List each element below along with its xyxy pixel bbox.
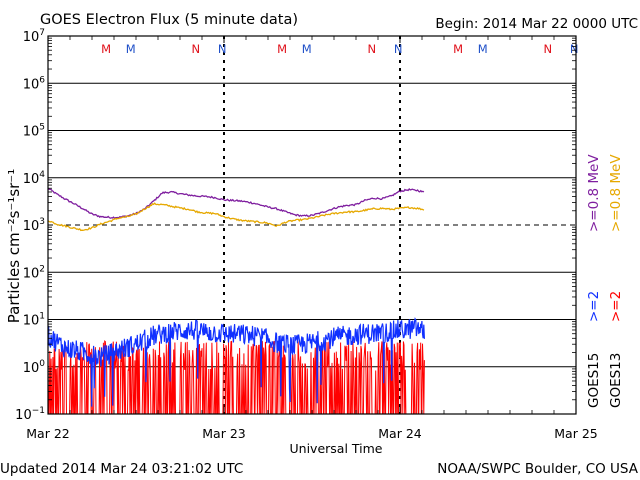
y-tick-label: 107 [23, 28, 45, 45]
chart-title: GOES Electron Flux (5 minute data) [40, 12, 298, 28]
series-line [47, 202, 425, 232]
y-tick-label: 100 [23, 359, 46, 376]
legend: >=0.8 MeV >=0.8 MeV >=2 >=2 GOES15 GOES13 [586, 154, 624, 408]
y-axis-label: Particles cm⁻²s⁻¹sr⁻¹ [5, 169, 23, 323]
credit-text: NOAA/SWPC Boulder, CO USA [437, 461, 639, 477]
local-time-marker: M [126, 42, 136, 56]
local-time-marker: M [453, 42, 463, 56]
y-tick-label: 103 [23, 217, 45, 234]
local-time-marker: M [277, 42, 287, 56]
legend-entry: >=2 [586, 291, 602, 322]
x-tick-label: Mar 22 [26, 426, 69, 441]
local-time-marker: N [192, 42, 201, 56]
y-tick-label: 106 [23, 75, 46, 92]
legend-entry: GOES13 [608, 353, 624, 408]
y-tick-label: 102 [23, 264, 45, 281]
y-tick-label: 105 [23, 123, 45, 140]
x-tick-label: Mar 24 [378, 426, 422, 441]
series-layer [47, 187, 425, 415]
local-time-marker: N [570, 42, 579, 56]
series-line [47, 317, 425, 407]
y-tick-label: 10−1 [15, 406, 45, 423]
axis-layer: 10−1 100 101 102 103 104 105 106 107 Mar 22 Mar 23… [15, 28, 598, 441]
legend-entry: >=0.8 MeV [608, 154, 624, 232]
updated-timestamp: Updated 2014 Mar 24 03:21:02 UTC [0, 461, 243, 477]
grid-layer [48, 36, 576, 414]
y-tick-label: 101 [23, 312, 45, 329]
legend-entry: >=2 [608, 291, 624, 322]
local-time-marker: M [101, 42, 111, 56]
y-tick-label: 104 [23, 170, 46, 187]
local-time-marker: M [302, 42, 312, 56]
x-tick-label: Mar 25 [554, 426, 597, 441]
local-time-marker: N [394, 42, 403, 56]
local-time-marker: N [218, 42, 227, 56]
series-line [47, 187, 425, 219]
x-tick-label: Mar 23 [202, 426, 245, 441]
x-axis-label: Universal Time [290, 441, 383, 456]
legend-entry: GOES15 [586, 353, 602, 408]
legend-entry: >=0.8 MeV [586, 154, 602, 232]
local-time-marker: N [368, 42, 377, 56]
begin-time: Begin: 2014 Mar 22 0000 UTC [435, 16, 638, 32]
local-time-marker: M [478, 42, 488, 56]
local-time-marker: N [544, 42, 553, 56]
